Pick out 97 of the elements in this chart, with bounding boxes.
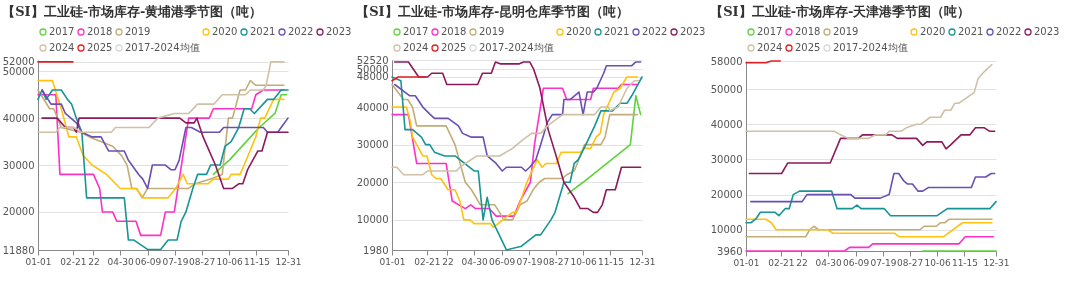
legend-label: 2022 — [288, 26, 314, 37]
x-tick-label: 10-06 — [924, 257, 951, 268]
line-series — [393, 61, 642, 172]
y-tick-label: 50000 — [2, 65, 35, 77]
legend-label: 2021 — [604, 26, 630, 37]
y-tick-label: 52520 — [356, 54, 389, 66]
legend-label: 2020 — [920, 26, 946, 37]
x-tick-label: 08-27 — [543, 256, 570, 267]
y-tick-label: 58000 — [710, 55, 743, 67]
legend-label: 2019 — [833, 26, 859, 37]
x-tick-label: 01-01 — [25, 256, 52, 267]
legend-label: 2021 — [958, 26, 984, 37]
x-tick-label: 01-01 — [733, 257, 760, 268]
x-tick-label: 02-21 — [414, 256, 441, 267]
x-tick-label: 11-15 — [951, 257, 979, 268]
legend-label: 2017-2024均值 — [479, 42, 554, 53]
x-tick-label: 22 — [796, 257, 808, 268]
x-tick-label: 22 — [442, 256, 454, 267]
x-tick-label: 12-31 — [629, 256, 656, 267]
x-tick-label: 04-30 — [107, 256, 135, 267]
legend-label: 2023 — [326, 26, 352, 37]
x-tick-label: 07-19 — [870, 257, 897, 268]
legend-label: 2023 — [1034, 26, 1060, 37]
chart-title: 【SI】工业硅-市场库存-天津港季节图（吨） — [710, 4, 971, 19]
y-tick-label: 48000 — [356, 71, 389, 83]
legend-label: 2019 — [125, 26, 151, 37]
line-series — [748, 127, 996, 175]
y-tick-label: 40000 — [2, 112, 35, 124]
legend-label: 2018 — [441, 26, 467, 37]
x-tick-label: 08-27 — [897, 257, 924, 268]
x-tick-label: 04-30 — [461, 256, 489, 267]
x-tick-label: 02-21 — [768, 257, 795, 268]
x-tick-label: 12-31 — [275, 256, 302, 267]
x-tick-label: 01-01 — [379, 256, 406, 267]
x-tick-label: 07-19 — [516, 256, 543, 267]
line-series — [745, 63, 993, 140]
y-tick-label: 11880 — [2, 244, 35, 256]
y-tick-label: 10000 — [710, 224, 743, 236]
line-series — [41, 89, 289, 190]
line-series — [391, 79, 640, 176]
legend-label: 2023 — [680, 26, 706, 37]
chart-title: 【SI】工业硅-市场库存-昆明仓库季节图（吨） — [356, 4, 630, 19]
y-tick-label: 30000 — [710, 153, 743, 165]
x-tick-label: 11-15 — [597, 256, 625, 267]
x-tick-label: 10-06 — [570, 256, 597, 267]
x-tick-label: 06-09 — [135, 256, 162, 267]
legend-label: 2019 — [479, 26, 505, 37]
y-tick-label: 30000 — [2, 159, 35, 171]
x-tick-label: 10-06 — [216, 256, 243, 267]
y-tick-label: 30000 — [356, 139, 389, 151]
line-series — [37, 79, 285, 199]
y-tick-label: 3960 — [717, 245, 743, 257]
x-tick-label: 08-27 — [189, 256, 216, 267]
y-tick-label: 1980 — [363, 244, 389, 256]
x-tick-label: 07-19 — [162, 256, 189, 267]
x-tick-label: 04-30 — [815, 257, 843, 268]
line-series — [41, 117, 289, 190]
legend-label: 2017-2024均值 — [125, 42, 200, 53]
x-tick-label: 06-09 — [843, 257, 870, 268]
legend-label: 2017 — [49, 26, 75, 37]
x-tick-label: 06-09 — [489, 256, 516, 267]
chart-title: 【SI】工业硅-市场库存-黄埔港季节图（吨） — [2, 4, 263, 19]
x-tick-label: 02-21 — [60, 256, 87, 267]
x-tick-label: 12-31 — [983, 257, 1010, 268]
legend-label: 2018 — [87, 26, 113, 37]
legend-label: 2017 — [757, 26, 783, 37]
y-tick-label: 52000 — [2, 56, 35, 68]
legend-label: 2025 — [441, 42, 467, 53]
line-series — [750, 172, 996, 203]
legend-label: 2021 — [250, 26, 276, 37]
x-tick-label: 22 — [88, 256, 100, 267]
y-tick-label: 40000 — [710, 118, 743, 130]
legend-label: 2024 — [757, 42, 783, 53]
legend-label: 2017 — [403, 26, 429, 37]
line-series — [745, 218, 993, 238]
legend-label: 2020 — [566, 26, 592, 37]
legend-label: 2024 — [403, 42, 429, 53]
legend-label: 2024 — [49, 42, 75, 53]
legend-label: 2022 — [996, 26, 1022, 37]
y-tick-label: 20000 — [356, 176, 389, 188]
line-series — [37, 61, 285, 134]
line-series — [393, 61, 642, 214]
line-series — [745, 190, 997, 224]
y-tick-label: 50000 — [710, 83, 743, 95]
legend-label: 2018 — [795, 26, 821, 37]
legend-label: 2017-2024均值 — [833, 42, 908, 53]
line-series — [567, 94, 642, 195]
y-tick-label: 10000 — [356, 214, 389, 226]
legend-label: 2025 — [795, 42, 821, 53]
legend-label: 2025 — [87, 42, 113, 53]
line-series — [212, 93, 288, 176]
legend-label: 2020 — [212, 26, 238, 37]
x-tick-label: 11-15 — [243, 256, 271, 267]
y-tick-label: 20000 — [710, 189, 743, 201]
y-tick-label: 20000 — [2, 206, 35, 218]
legend-label: 2022 — [642, 26, 668, 37]
y-tick-label: 40000 — [356, 101, 389, 113]
